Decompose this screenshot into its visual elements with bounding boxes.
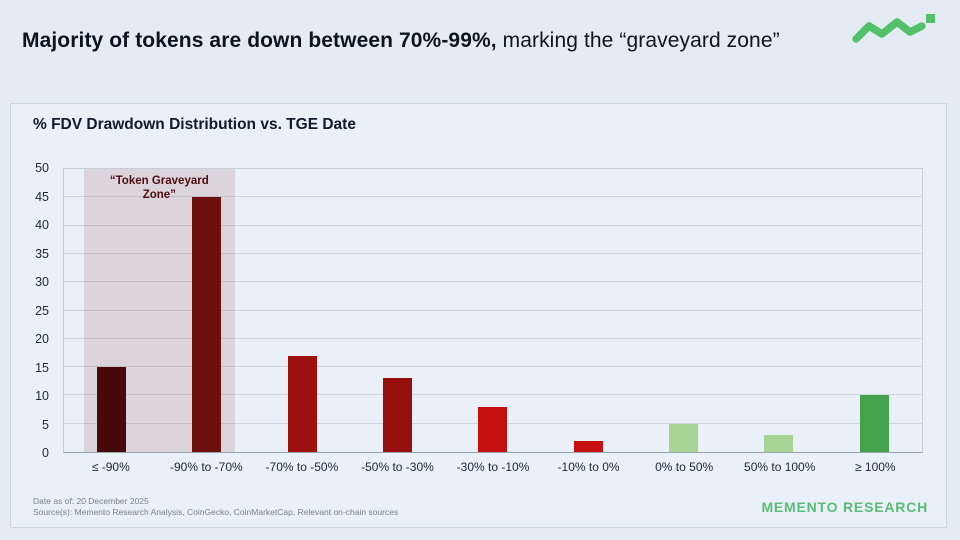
y-tick-label: 45 xyxy=(35,189,49,204)
slide-title: Majority of tokens are down between 70%-… xyxy=(22,26,822,55)
bar-4 xyxy=(478,406,508,452)
bar-slot xyxy=(445,169,540,452)
y-tick-label: 30 xyxy=(35,275,49,289)
bar-6 xyxy=(669,423,699,452)
bar-slot xyxy=(350,169,445,452)
bar-8 xyxy=(859,395,889,452)
gridline xyxy=(64,252,922,254)
memento-zigzag-logo xyxy=(852,14,935,43)
bars-layer xyxy=(64,169,922,452)
bar-slot xyxy=(636,169,731,452)
bar-0 xyxy=(97,367,127,452)
gridline xyxy=(64,196,922,198)
y-tick-label: 40 xyxy=(35,218,49,232)
bar-5 xyxy=(573,440,603,452)
x-tick-label: -90% to -70% xyxy=(169,460,243,474)
y-tick-label: 0 xyxy=(42,446,49,460)
bar-1 xyxy=(192,197,222,452)
bar-3 xyxy=(383,378,413,452)
x-tick-label: -50% to -30% xyxy=(361,460,434,474)
footnote: Date as of: 20 December 2025 Source(s): … xyxy=(33,496,398,518)
x-tick-label: 0% to 50% xyxy=(655,460,714,474)
graveyard-zone-label-line1: “Token Graveyard xyxy=(109,175,209,187)
y-tick-label: 50 xyxy=(35,161,49,175)
bar-slot xyxy=(64,169,159,452)
bar-slot xyxy=(159,169,254,452)
x-tick-label: ≥ 100% xyxy=(854,460,896,474)
bar-slot xyxy=(255,169,350,452)
graveyard-zone-label: “Token Graveyard Zone” xyxy=(84,174,235,202)
bar-slot xyxy=(827,169,922,452)
footnote-source: Source(s): Memento Research Analysis, Co… xyxy=(33,507,399,517)
plot-area: “Token Graveyard Zone” xyxy=(63,168,923,453)
y-tick-label: 5 xyxy=(42,417,49,432)
gridline xyxy=(64,394,922,396)
slide-title-emphasis: Majority of tokens are down between 70%-… xyxy=(22,29,497,52)
y-tick-label: 10 xyxy=(35,389,49,403)
y-axis-labels: 0 5 10 15 20 25 30 35 40 45 50 xyxy=(11,161,57,460)
gridline xyxy=(64,337,922,339)
x-axis-labels: ≤ -90% -90% to -70% -70% to -50% -50% to -3… xyxy=(63,460,923,474)
x-tick-label: -30% to -10% xyxy=(456,460,530,474)
x-tick-label: -70% to -50% xyxy=(265,460,339,474)
gridline xyxy=(64,366,922,368)
graveyard-zone-label-line2: Zone” xyxy=(142,189,176,201)
bar-slot xyxy=(541,169,636,452)
x-tick-label: 50% to 100% xyxy=(744,460,816,474)
chart-title: % FDV Drawdown Distribution vs. TGE Date xyxy=(33,116,356,133)
y-tick-label: 25 xyxy=(35,303,49,318)
x-tick-label: ≤ -90% xyxy=(91,460,130,474)
bar-slot xyxy=(731,169,826,452)
bar-7 xyxy=(764,435,794,452)
gridline xyxy=(64,281,922,283)
x-tick-label: -10% to 0% xyxy=(557,460,620,474)
y-tick-label: 20 xyxy=(35,332,49,346)
footnote-date: Date as of: 20 December 2025 xyxy=(33,496,149,506)
gridline xyxy=(64,224,922,226)
chart-panel: % FDV Drawdown Distribution vs. TGE Date… xyxy=(10,103,947,528)
gridline xyxy=(64,309,922,311)
y-tick-label: 15 xyxy=(35,360,49,375)
y-tick-label: 35 xyxy=(35,246,49,261)
brand-wordmark: MEMENTO RESEARCH xyxy=(761,499,928,515)
bar-2 xyxy=(287,355,317,452)
slide-title-rest: marking the “graveyard zone” xyxy=(496,29,780,52)
